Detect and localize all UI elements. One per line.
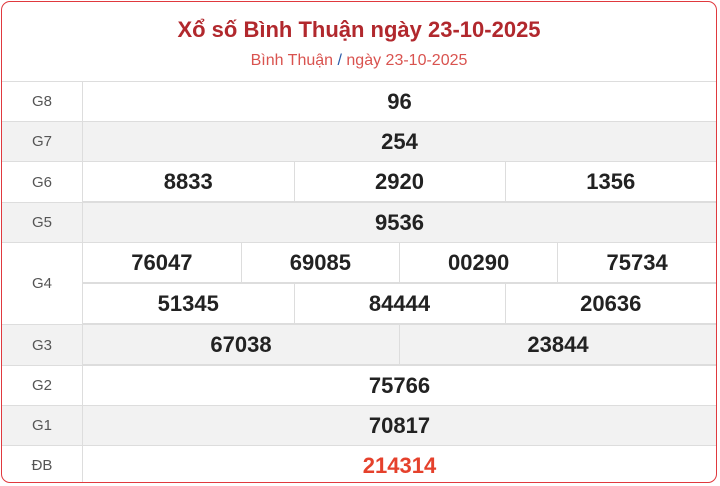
prize-row-g4: G4 76047 69085 00290 75734 51345 84444 2… — [2, 242, 716, 325]
header: Xổ số Bình Thuận ngày 23-10-2025 Bình Th… — [2, 2, 716, 82]
prize-number: 96 — [82, 82, 716, 122]
prize-row-g5: G5 9536 — [2, 202, 716, 243]
prize-number: 51345 — [83, 283, 294, 324]
prize-number: 20636 — [504, 283, 716, 324]
results-table: G8 96 G7 254 G6 8833 2920 1356 G5 9536 G… — [2, 82, 716, 482]
breadcrumb-separator: / — [337, 52, 342, 69]
breadcrumb-province-link[interactable]: Bình Thuận — [250, 52, 334, 69]
prize-row-g3: G3 67038 23844 — [2, 324, 716, 366]
prize-label: G3 — [2, 324, 83, 366]
prize-label: G5 — [2, 202, 83, 243]
prize-number: 75766 — [82, 365, 716, 406]
page-title: Xổ số Bình Thuận ngày 23-10-2025 — [177, 17, 541, 42]
prize-number: 9536 — [82, 202, 716, 243]
prize-number: 67038 — [83, 325, 400, 365]
prize-label: G2 — [2, 365, 83, 406]
prize-number: 84444 — [293, 283, 505, 324]
prize-label: ĐB — [2, 445, 83, 482]
prize-label: G7 — [2, 121, 83, 162]
prize-number: 70817 — [82, 405, 716, 446]
special-prize-number: 214314 — [362, 452, 437, 478]
prize-row-g8: G8 96 — [2, 82, 716, 122]
prize-number: 69085 — [240, 243, 400, 283]
prize-label: G8 — [2, 82, 83, 122]
prize-row-g6: G6 8833 2920 1356 — [2, 161, 716, 203]
breadcrumb-date-link[interactable]: ngày 23-10-2025 — [346, 52, 468, 69]
prize-number: 2920 — [293, 162, 505, 202]
prize-number: 8833 — [83, 162, 294, 202]
prize-label: G6 — [2, 161, 83, 203]
prize-number: 1356 — [504, 162, 716, 202]
prize-row-special: ĐB 214314 — [2, 445, 716, 482]
prize-label: G4 — [2, 242, 83, 325]
prize-number: 23844 — [399, 325, 716, 365]
prize-number: 75734 — [557, 243, 716, 283]
prize-row-g7: G7 254 — [2, 121, 716, 162]
prize-number: 76047 — [83, 243, 242, 283]
breadcrumb: Bình Thuận / ngày 23-10-2025 — [2, 52, 716, 70]
prize-label: G1 — [2, 405, 83, 446]
prize-number: 00290 — [398, 243, 558, 283]
prize-row-g2: G2 75766 — [2, 365, 716, 406]
prize-row-g1: G1 70817 — [2, 405, 716, 446]
prize-number: 254 — [82, 121, 716, 162]
